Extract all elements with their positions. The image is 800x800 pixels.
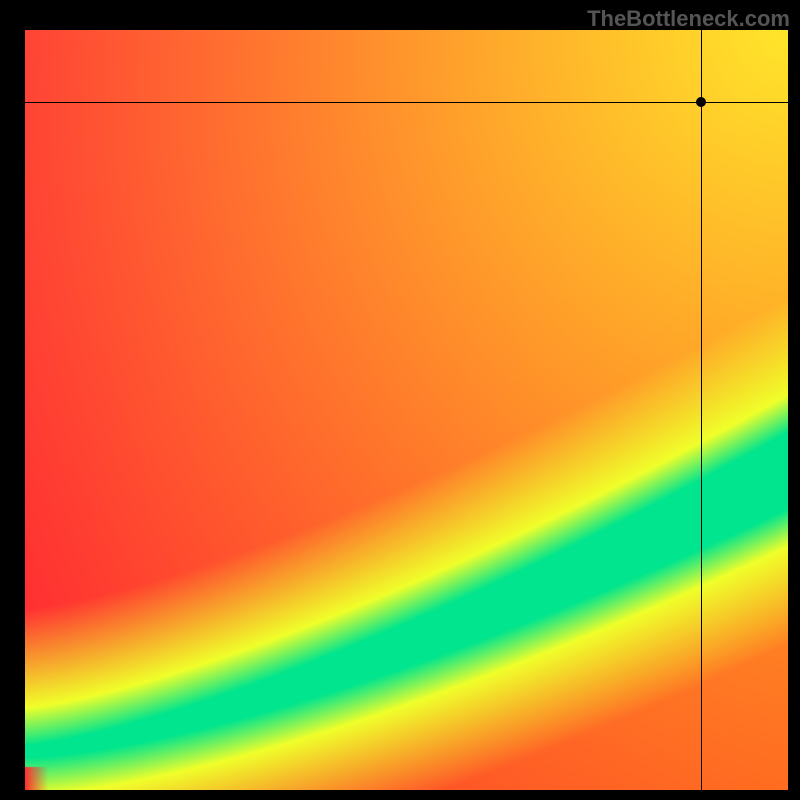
crosshair-vertical	[701, 30, 702, 790]
heatmap-canvas	[25, 30, 788, 790]
crosshair-horizontal	[25, 102, 788, 103]
watermark-text: TheBottleneck.com	[587, 6, 790, 32]
